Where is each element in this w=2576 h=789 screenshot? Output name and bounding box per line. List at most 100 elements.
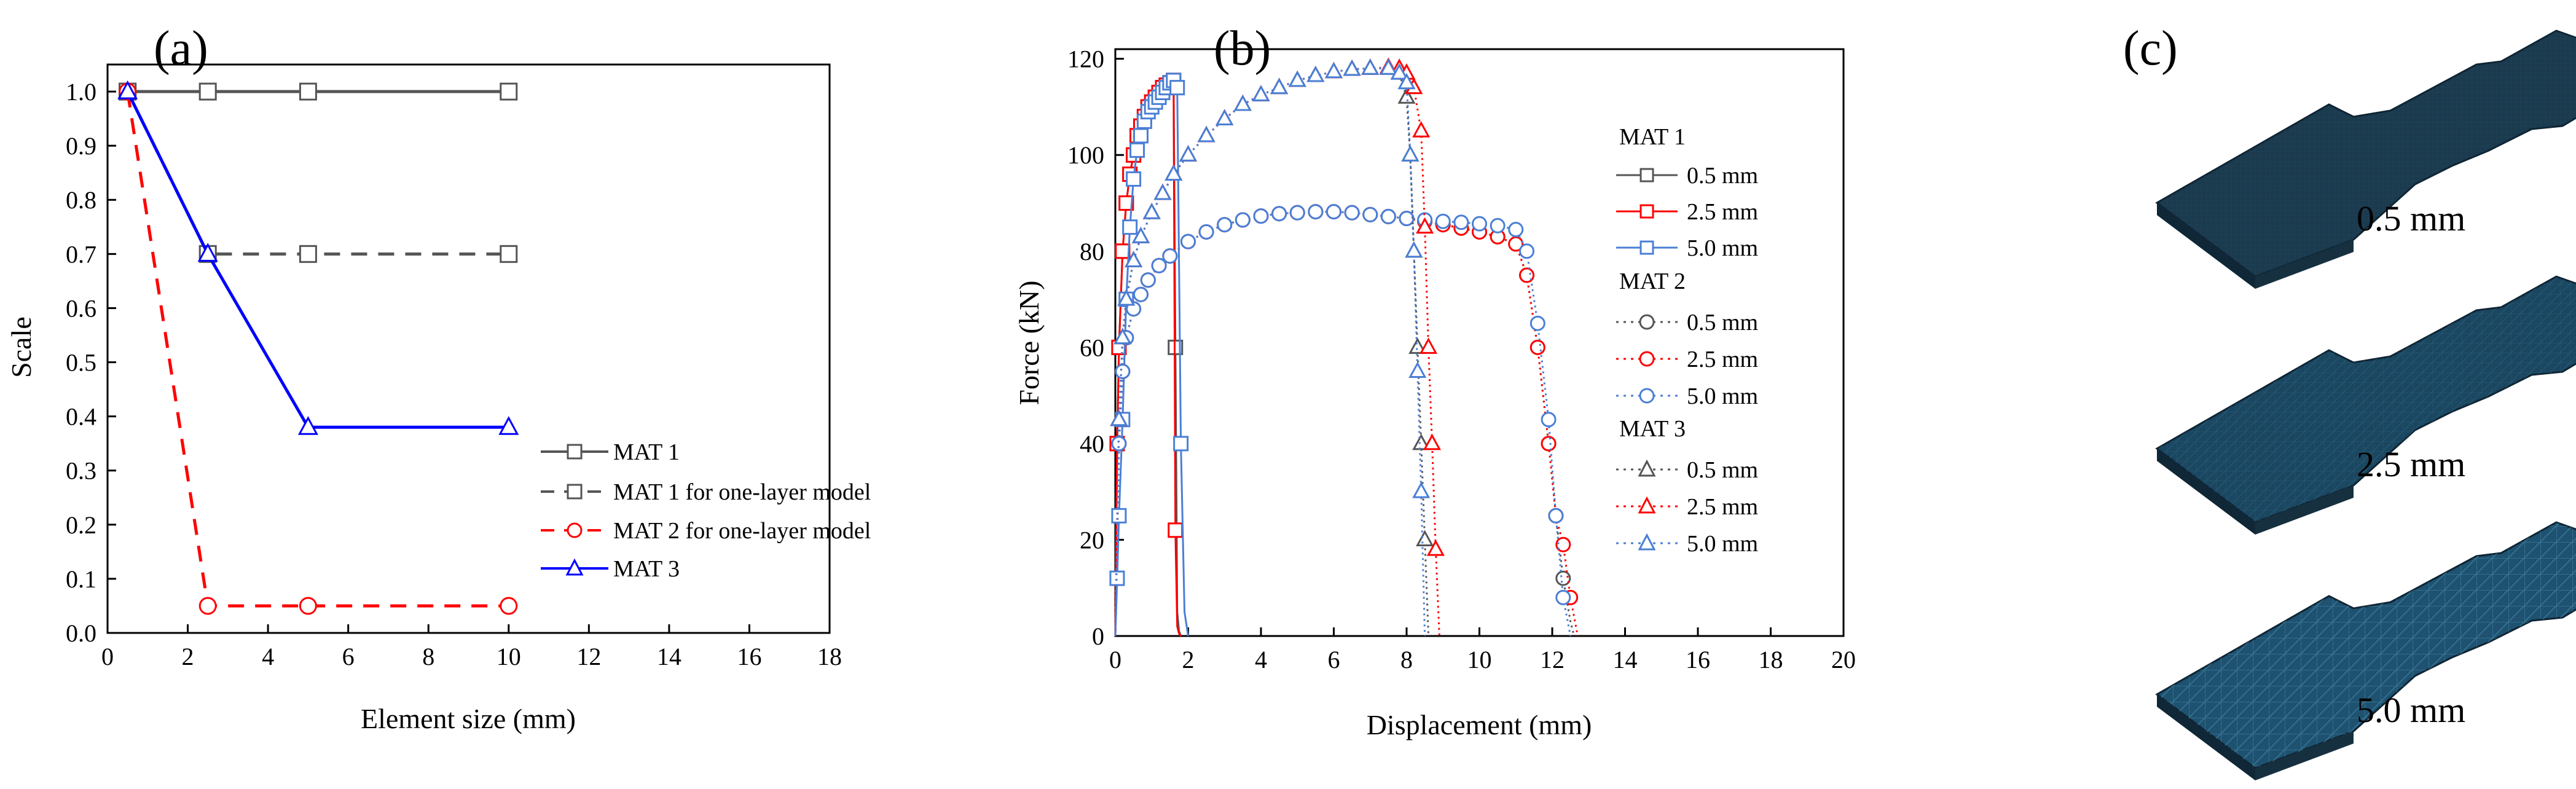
data-point-square xyxy=(299,245,317,263)
data-point-triangle xyxy=(1408,337,1427,354)
specimen-side-face xyxy=(2157,203,2255,289)
data-point-circle xyxy=(1111,436,1127,452)
data-point-triangle xyxy=(1405,241,1423,258)
x-tick-label: 16 xyxy=(737,643,761,670)
data-point-triangle xyxy=(1412,120,1431,138)
data-point-square xyxy=(1111,508,1127,524)
y-tick-label: 0.8 xyxy=(66,186,96,214)
data-point-triangle xyxy=(1412,433,1431,450)
specimen-0-5mm-image: 0.5 mm xyxy=(2155,29,2576,289)
data-point-triangle xyxy=(498,416,519,435)
data-point-square xyxy=(1129,142,1145,158)
data-point-circle xyxy=(1555,570,1571,586)
data-point-triangle xyxy=(1416,530,1434,546)
legend-entry: 0.5 mm xyxy=(1616,457,1758,483)
x-tick-label: 12 xyxy=(576,643,601,670)
data-point-circle xyxy=(1308,204,1324,220)
specimen-mesh-overlay xyxy=(2157,31,2576,277)
chart-panel-a: (a) 0 2 4 6 8 10 12 14 16 18 0.0 0.1 0.2 0.3 0.4 0.5 0.6… xyxy=(6,22,871,734)
legend-label: 5.0 mm xyxy=(1687,531,1758,557)
y-tick-label: 40 xyxy=(1080,430,1104,458)
data-point-square xyxy=(1133,128,1149,144)
y-tick-label: 0.6 xyxy=(66,294,96,322)
data-point-square xyxy=(500,245,518,263)
data-point-triangle xyxy=(1420,337,1438,354)
panel-b-legend: MAT 1 0.5 mm 2.5 mm 5.0 mm MAT 2 0 xyxy=(1616,124,1758,557)
data-point-triangle xyxy=(1397,73,1416,90)
data-point-square xyxy=(1122,219,1138,235)
y-tick-label: 20 xyxy=(1080,526,1104,554)
specimen-front-face xyxy=(2255,731,2354,780)
y-tick-label: 1.0 xyxy=(66,78,96,106)
y-tick-label: 0.1 xyxy=(66,565,96,593)
data-point-circle xyxy=(1453,214,1469,230)
data-point-circle xyxy=(1217,217,1233,233)
data-point-triangle xyxy=(1117,289,1136,306)
mesh-label: 5.0 mm xyxy=(2357,690,2465,730)
specimen-2-5mm-image: 2.5 mm xyxy=(2155,275,2576,535)
legend-entry: 5.0 mm xyxy=(1616,235,1758,261)
panel-a-legend: MAT 1 MAT 1 for one-layer model MAT 2 fo… xyxy=(541,439,871,582)
data-point-circle xyxy=(1472,216,1487,232)
data-point-square xyxy=(1115,243,1131,259)
data-point-triangle xyxy=(1131,227,1150,243)
data-point-triangle xyxy=(1142,203,1161,219)
data-point-circle xyxy=(1180,234,1196,249)
data-point-triangle xyxy=(1125,251,1143,267)
data-point-circle xyxy=(1162,248,1178,264)
specimen-front-face xyxy=(2255,485,2354,535)
data-point-triangle xyxy=(1379,58,1397,75)
data-point-circle xyxy=(1133,286,1149,302)
data-point-triangle xyxy=(1113,328,1132,345)
y-tick-label: 100 xyxy=(1067,141,1104,169)
x-tick-label: 6 xyxy=(1328,646,1340,673)
panel-b-ylabel: Force (kN) xyxy=(1013,280,1045,405)
panel-b-xlabel: Displacement (mm) xyxy=(1367,709,1592,740)
series-line xyxy=(1114,66,1440,637)
data-point-square xyxy=(1126,171,1142,187)
x-tick-label: 4 xyxy=(1255,646,1267,673)
legend-entry: 2.5 mm xyxy=(1616,199,1758,225)
specimen-side-face xyxy=(2157,449,2255,535)
data-point-triangle xyxy=(1361,58,1380,75)
legend-label: MAT 3 xyxy=(613,556,680,582)
y-tick-label: 0.0 xyxy=(66,619,96,647)
panel-a-label: (a) xyxy=(154,22,208,76)
data-point-circle xyxy=(1541,412,1557,428)
data-point-circle xyxy=(1555,589,1571,605)
legend-entry-mat3: MAT 3 xyxy=(541,556,680,582)
data-point-square xyxy=(198,82,217,101)
mesh-label: 2.5 mm xyxy=(2357,444,2465,484)
x-tick-label: 20 xyxy=(1831,646,1856,673)
data-point-circle xyxy=(1289,205,1305,221)
data-point-triangle xyxy=(1233,94,1252,111)
y-tick-label: 0.5 xyxy=(66,349,96,377)
y-tick-label: 0.2 xyxy=(66,511,96,539)
x-tick-label: 2 xyxy=(1182,646,1195,673)
data-point-triangle xyxy=(1270,77,1289,95)
x-tick-label: 0 xyxy=(1109,646,1121,673)
legend-label: 2.5 mm xyxy=(1687,347,1758,372)
panel-b-series xyxy=(1109,57,1579,637)
data-point-triangle xyxy=(1252,85,1270,101)
x-tick-label: 14 xyxy=(1613,646,1638,673)
legend-label: MAT 1 for one-layer model xyxy=(613,479,871,505)
series-line xyxy=(126,91,509,608)
data-point-circle xyxy=(1362,206,1378,222)
data-point-triangle xyxy=(297,416,318,435)
legend-entry: 5.0 mm xyxy=(1616,383,1758,409)
series-line xyxy=(1114,67,1426,637)
legend-entry: 5.0 mm xyxy=(1616,531,1758,557)
data-point-triangle xyxy=(197,243,218,262)
data-point-circle xyxy=(1555,536,1571,552)
legend-label: 0.5 mm xyxy=(1687,457,1758,483)
legend-group-title: MAT 1 xyxy=(1619,124,1686,150)
data-point-circle xyxy=(1380,208,1396,224)
data-point-square xyxy=(1168,522,1184,538)
data-point-circle xyxy=(1235,212,1251,228)
legend-entry-mat2-one-layer: MAT 2 for one-layer model xyxy=(541,518,871,544)
x-tick-label: 8 xyxy=(422,643,434,670)
specimen-mesh-overlay xyxy=(2157,277,2576,522)
y-tick-label: 0.3 xyxy=(66,457,96,485)
